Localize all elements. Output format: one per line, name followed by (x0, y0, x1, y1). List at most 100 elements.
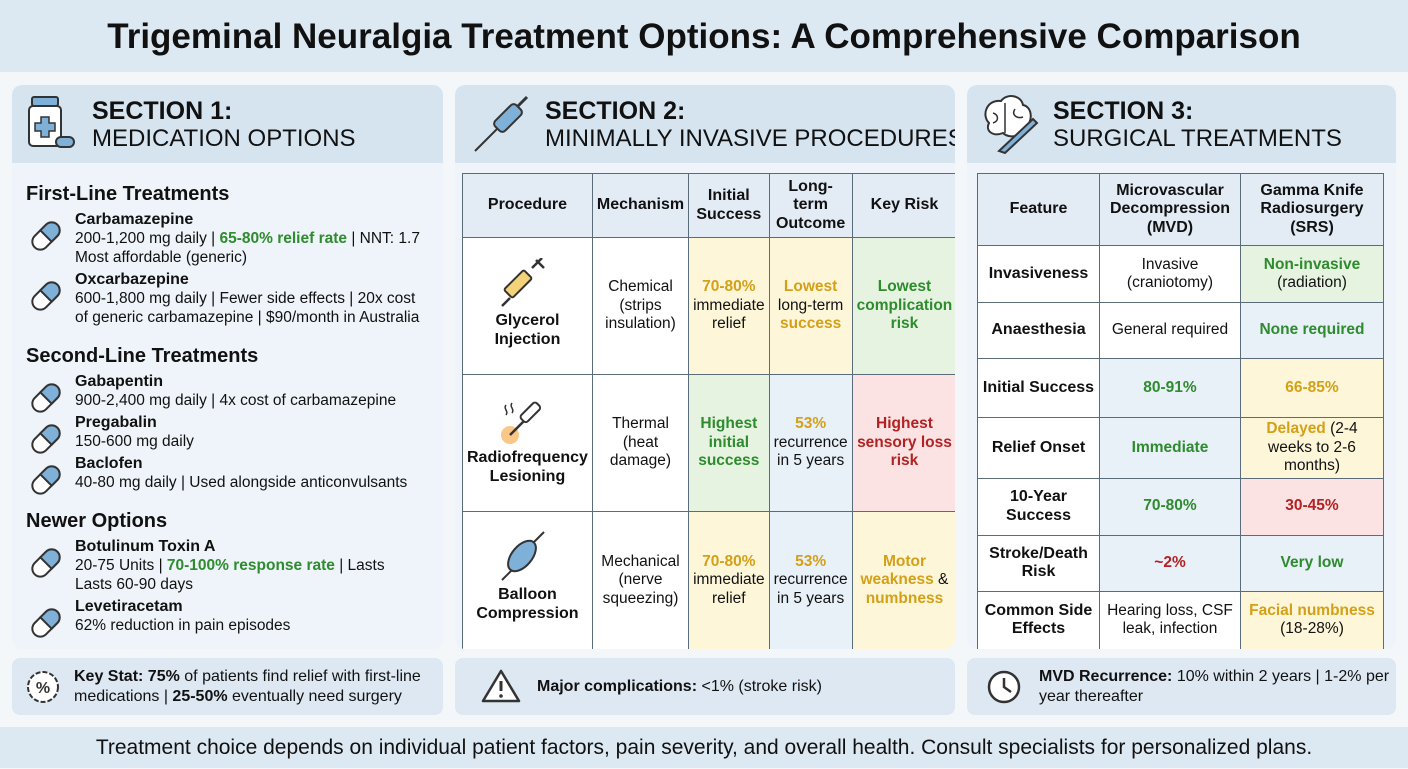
text-segment: 150-600 mg daily (75, 433, 194, 450)
text-segment: Balloon Compression (476, 586, 579, 622)
probe-icon (501, 401, 542, 444)
text-segment: Non-invasive (1263, 255, 1361, 273)
drug-item: Levetiracetam 62% reduction in pain episo… (26, 597, 443, 638)
table-cell: Invasive (craniotomy) (1099, 245, 1241, 303)
text-segment: Key Stat: 75% (74, 667, 180, 685)
text-segment: Invasive (craniotomy) (1126, 255, 1214, 292)
syringe-icon (501, 258, 545, 307)
group-heading: Second-Line Treatments (26, 345, 259, 367)
text-segment: Hearing loss, CSF leak, infection (1107, 601, 1233, 638)
section-body: First-Line Treatments Carbamazepine 200-1,… (12, 169, 443, 638)
drug-detail: 40-80 mg daily | Used alongside anticonv… (75, 473, 443, 492)
table-cell: Stroke/Death Risk (977, 534, 1100, 592)
drug-detail: 200-1,200 mg daily | 65-80% relief rate … (75, 229, 443, 248)
balloon-icon (501, 531, 545, 581)
table-header-cell: Key Risk (851, 173, 955, 238)
table-header-cell: Gamma Knife Radiosurgery (SRS) (1240, 173, 1384, 246)
table-cell: Lowest complication risk (851, 237, 955, 375)
group-heading: First-Line Treatments (26, 183, 230, 205)
text-segment: 25-50% (172, 687, 228, 705)
table-row: Initial Success 80-91% 66-85% (977, 358, 1384, 418)
table-cell: Lowest long-term success (768, 237, 853, 375)
table-row: Glycerol Injection Chemical (strips insul… (462, 237, 955, 375)
stat-text: Major complications: <1% (stroke risk) (537, 677, 822, 697)
table-cell: 70-80% immediate relief (688, 511, 770, 649)
drug-name: Baclofen (75, 455, 143, 472)
text-segment: 70-100% response rate (166, 557, 335, 574)
text-segment: Initial Success (982, 378, 1095, 396)
text-segment: 70-80% (702, 552, 756, 570)
footer: Treatment choice depends on individual p… (0, 727, 1408, 768)
stat-box: % Key Stat: 75% of patients find relief … (12, 658, 443, 715)
table-header-row: Feature Microvascular Decompression (MVD)… (977, 173, 1384, 246)
table-cell: Common Side Effects (977, 590, 1100, 649)
drug-name: Levetiracetam (75, 598, 183, 615)
drug-item: Carbamazepine 200-1,200 mg daily | 65-80%… (26, 210, 443, 267)
section-panel: SECTION 3: SURGICAL TREATMENTS Feature Mi… (967, 85, 1396, 649)
table-header-row: Procedure Mechanism Initial Success Long-te… (462, 173, 955, 238)
table-cell: Radiofrequency Lesioning (462, 374, 593, 512)
drug-detail: 62% reduction in pain episodes (75, 616, 443, 635)
table-cell: Initial Success (977, 358, 1100, 418)
table-cell: Non-invasive (radiation) (1240, 245, 1384, 303)
section-label: SECTION 2: (545, 97, 686, 125)
comparison-table: Procedure Mechanism Initial Success Long-te… (462, 173, 955, 649)
clock-icon (987, 670, 1021, 704)
text-segment: <1% (stroke risk) (697, 677, 822, 695)
table-cell: Invasiveness (977, 245, 1100, 303)
text-segment: Very low (1280, 553, 1344, 571)
table-cell: Balloon Compression (462, 511, 593, 649)
comparison-table: Feature Microvascular Decompression (MVD)… (977, 173, 1384, 649)
table-cell: Very low (1240, 534, 1384, 592)
text-segment: Thermal (heat damage) (609, 415, 672, 470)
text-segment: | NNT: 1.7 (347, 230, 420, 247)
capsule-icon (31, 608, 61, 638)
drug-item: Botulinum Toxin A 20-75 Units | 70-100% r… (26, 537, 443, 594)
text-segment: 80-91% (1143, 378, 1197, 396)
text-segment: Delayed (1266, 420, 1326, 437)
table-row: Anaesthesia General required None required (977, 302, 1384, 359)
drug-detail: Lasts 60-90 days (75, 575, 443, 594)
drug-detail: 150-600 mg daily (75, 432, 443, 451)
text-segment: success (780, 315, 842, 333)
table-cell: None required (1240, 302, 1384, 359)
group-heading: Newer Options (26, 510, 168, 532)
drug-detail: 20-75 Units | 70-100% response rate | La… (75, 556, 443, 575)
section-panel: SECTION 1: MEDICATION OPTIONS First-Line… (12, 85, 443, 649)
section-name: MINIMALLY INVASIVE PROCEDURES (545, 125, 955, 152)
text-segment: Highest initial success (698, 415, 760, 470)
text-segment: Mechanical (nerve squeezing) (601, 552, 680, 607)
text-segment: recurrence in 5 years (773, 433, 848, 470)
table-cell: 70-80% (1099, 477, 1241, 536)
drug-name: Carbamazepine (75, 211, 194, 228)
text-segment: Common Side Effects (984, 601, 1093, 638)
table-cell: Highest initial success (688, 374, 770, 512)
text-segment: 66-85% (1285, 378, 1339, 396)
table-cell: Delayed (2-4 weeks to 2-6 months) (1240, 417, 1384, 479)
drug-name: Pregabalin (75, 414, 157, 431)
text-segment: Motor weakness (860, 552, 934, 589)
text-segment: Immediate (1131, 438, 1209, 456)
text-segment: Radiofrequency Lesioning (467, 449, 588, 485)
table-cell: Hearing loss, CSF leak, infection (1099, 590, 1241, 649)
drug-item: Gabapentin 900-2,400 mg daily | 4x cost o… (26, 372, 443, 413)
text-segment: 10% within 2 years | 1-2% per year there… (1039, 667, 1390, 705)
text-segment: of patients find relief with first-line … (74, 667, 421, 705)
text-segment: 10-Year Success (1006, 488, 1071, 524)
text-segment: Glycerol Injection (494, 312, 561, 348)
text-segment: | Lasts (334, 557, 385, 574)
capsule-icon (31, 424, 61, 454)
warning-icon (481, 669, 521, 703)
text-segment: 70-80% (702, 278, 756, 296)
text-segment: 40-80 mg daily | Used alongside anticonv… (75, 474, 408, 491)
text-segment: Lasts 60-90 days (75, 576, 194, 593)
capsule-icon (31, 281, 61, 311)
text-segment: Highest sensory loss risk (857, 415, 952, 470)
text-segment: (2-4 weeks to 2-6 months) (1268, 420, 1358, 474)
section-label: SECTION 3: (1053, 97, 1194, 125)
table-row: Balloon Compression Mechanical (nerve squ… (462, 511, 955, 649)
text-segment: Lowest (783, 278, 838, 296)
text-segment: 30-45% (1285, 497, 1339, 515)
text-segment: Major complications: (537, 677, 698, 695)
